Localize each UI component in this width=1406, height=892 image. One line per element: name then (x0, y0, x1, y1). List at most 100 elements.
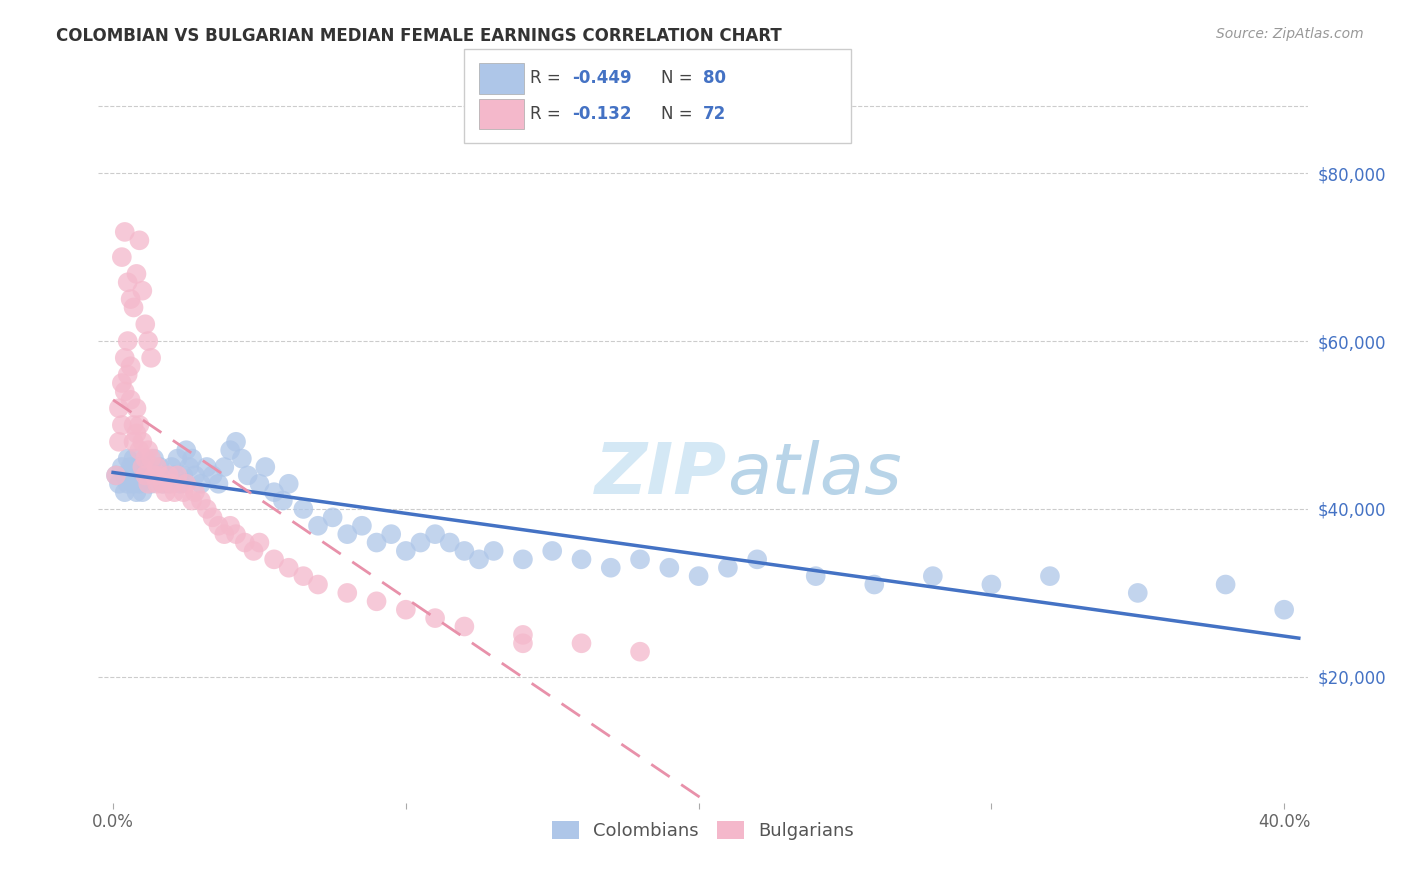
Point (980, 577, 1002, 591)
Point (149, 468, 172, 483)
Text: 80: 80 (703, 70, 725, 87)
Point (1272, 603, 1295, 617)
Point (571, 552, 593, 566)
Point (111, 376, 134, 390)
Point (155, 468, 177, 483)
Point (863, 577, 886, 591)
Point (263, 552, 285, 566)
Point (163, 468, 186, 483)
Point (307, 577, 329, 591)
Point (292, 569, 315, 583)
Point (120, 392, 142, 407)
Point (219, 518, 242, 533)
Point (120, 460, 142, 475)
Point (111, 460, 134, 475)
Point (658, 560, 681, 574)
Point (120, 292, 142, 306)
Point (152, 476, 174, 491)
Point (131, 460, 153, 475)
Point (190, 493, 212, 508)
Point (117, 368, 139, 382)
Point (512, 636, 534, 650)
Point (139, 351, 162, 365)
Point (336, 586, 359, 600)
Point (152, 476, 174, 491)
Point (128, 417, 150, 432)
Point (184, 468, 207, 483)
Point (395, 544, 418, 558)
Point (214, 527, 236, 541)
Point (111, 250, 134, 264)
Text: Source: ZipAtlas.com: Source: ZipAtlas.com (1216, 27, 1364, 41)
Point (163, 485, 186, 500)
Text: COLOMBIAN VS BULGARIAN MEDIAN FEMALE EARNINGS CORRELATION CHART: COLOMBIAN VS BULGARIAN MEDIAN FEMALE EAR… (56, 27, 782, 45)
Point (423, 527, 446, 541)
Point (125, 426, 148, 441)
Point (104, 468, 127, 483)
Point (155, 485, 177, 500)
Point (292, 502, 315, 516)
Point (117, 334, 139, 348)
Point (1126, 586, 1149, 600)
Point (131, 468, 153, 483)
Point (628, 645, 651, 659)
Point (131, 485, 153, 500)
Point (307, 518, 329, 533)
Point (139, 451, 162, 466)
Point (111, 417, 134, 432)
Y-axis label: Median Female Earnings: Median Female Earnings (0, 352, 7, 540)
Point (114, 351, 136, 365)
Point (242, 544, 264, 558)
Point (366, 535, 388, 549)
Point (134, 451, 156, 466)
Point (143, 468, 166, 483)
Point (571, 636, 593, 650)
Point (254, 460, 277, 475)
Point (214, 460, 236, 475)
Point (125, 267, 148, 281)
Point (120, 468, 142, 483)
Point (128, 233, 150, 247)
Legend: Colombians, Bulgarians: Colombians, Bulgarians (544, 814, 862, 847)
Point (236, 468, 259, 483)
Point (131, 434, 153, 449)
Point (271, 493, 294, 508)
Point (128, 460, 150, 475)
Text: ZIP: ZIP (595, 440, 727, 509)
Point (146, 460, 169, 475)
Point (134, 468, 156, 483)
Point (169, 476, 191, 491)
Point (195, 460, 218, 475)
Point (174, 476, 197, 491)
Point (146, 476, 169, 491)
Point (174, 443, 197, 458)
Point (157, 476, 180, 491)
Point (512, 552, 534, 566)
Point (128, 443, 150, 458)
Point (225, 434, 247, 449)
Point (1215, 577, 1237, 591)
Point (541, 544, 564, 558)
Point (468, 552, 491, 566)
Point (423, 611, 446, 625)
Point (179, 460, 201, 475)
Point (277, 476, 299, 491)
Point (350, 518, 373, 533)
Point (249, 535, 271, 549)
Text: N =: N = (661, 105, 697, 123)
Point (322, 510, 344, 524)
Point (114, 485, 136, 500)
Point (921, 569, 943, 583)
Point (439, 535, 461, 549)
Point (166, 451, 188, 466)
Text: N =: N = (661, 70, 697, 87)
Point (136, 334, 159, 348)
Point (453, 619, 475, 633)
Point (172, 485, 194, 500)
Point (249, 476, 271, 491)
Point (117, 451, 139, 466)
Point (128, 476, 150, 491)
Point (122, 434, 145, 449)
Text: -0.132: -0.132 (572, 105, 631, 123)
Point (108, 476, 131, 491)
